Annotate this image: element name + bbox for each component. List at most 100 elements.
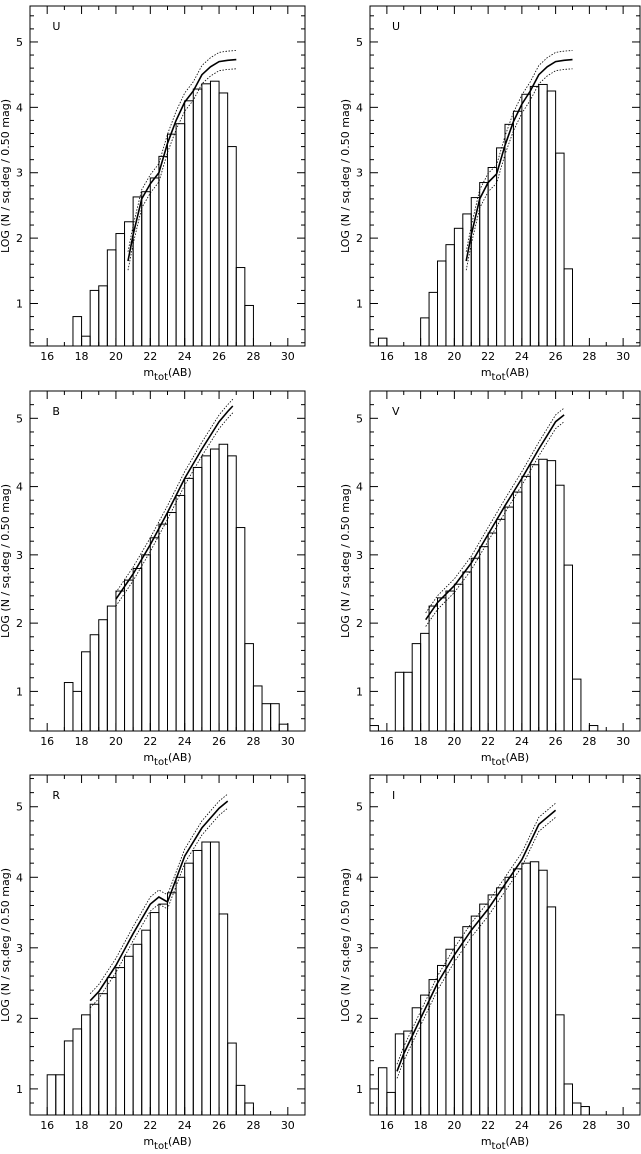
histogram-bar (479, 182, 489, 346)
y-tick-label: 2 (16, 617, 23, 630)
plot-area (370, 407, 599, 731)
x-tick-label: 26 (549, 735, 563, 748)
x-tick-label: 26 (549, 350, 563, 363)
histogram-bar (72, 690, 83, 731)
histogram-bar (141, 554, 151, 731)
histogram-bar (141, 191, 151, 346)
histogram-bar (63, 1040, 74, 1115)
x-tick-label: 24 (515, 350, 529, 363)
x-tick-label: 18 (414, 735, 428, 748)
histogram-bar (175, 494, 186, 731)
histogram-bar (149, 177, 160, 346)
x-tick-label: 20 (447, 1119, 461, 1132)
histogram-bar (218, 913, 229, 1115)
histogram-bar (470, 915, 481, 1115)
histogram-bar (158, 523, 168, 731)
histogram-bar (81, 1014, 91, 1115)
x-tick-label: 22 (481, 1119, 495, 1132)
histogram-bar (227, 1042, 237, 1115)
x-axis-label: mtot(AB) (481, 751, 529, 768)
x-tick-label: 26 (212, 350, 226, 363)
y-tick-label: 3 (16, 549, 23, 562)
histogram-bar (149, 537, 160, 731)
x-tick-label: 16 (40, 1119, 54, 1132)
x-tick-label: 26 (549, 1119, 563, 1132)
histogram-bar (546, 906, 557, 1115)
histogram-bar (496, 518, 506, 731)
y-tick-label: 4 (16, 481, 23, 494)
histogram-bar (487, 532, 498, 731)
histogram-bar (132, 943, 143, 1115)
band-label: U (392, 20, 400, 33)
histogram-bar (227, 455, 237, 731)
x-tick-label: 20 (109, 350, 123, 363)
histogram-bar (252, 685, 263, 731)
y-axis-label: LOG (N / sq.deg / 0.50 mag) (0, 484, 12, 638)
histogram-bar (115, 233, 126, 346)
histogram-bar (453, 583, 464, 731)
histogram-bar (563, 268, 573, 346)
y-axis-label: LOG (N / sq.deg / 0.50 mag) (0, 868, 12, 1022)
plot-area (72, 50, 254, 346)
histogram-bar (106, 249, 117, 346)
x-tick-label: 24 (178, 1119, 192, 1132)
x-tick-label: 26 (212, 735, 226, 748)
x-tick-label: 28 (246, 1119, 260, 1132)
histogram-bar (529, 464, 540, 731)
plot-area (377, 50, 573, 346)
histogram-bar (175, 123, 186, 346)
histogram-bar (555, 1014, 565, 1115)
histogram-bar (149, 912, 160, 1115)
x-axis-label: mtot(AB) (143, 1135, 191, 1152)
x-tick-label: 22 (143, 735, 157, 748)
histogram-bar (377, 337, 388, 346)
histogram-bar (538, 83, 548, 346)
histogram-bar (89, 1003, 100, 1115)
x-tick-label: 30 (616, 1119, 630, 1132)
histogram-bar (403, 671, 413, 731)
model-curve (127, 58, 237, 262)
model-upper-bound (127, 50, 237, 252)
model-curve (89, 800, 229, 1002)
x-tick-label: 24 (515, 1119, 529, 1132)
histogram-bar (386, 1091, 396, 1115)
histogram-bar (184, 862, 194, 1115)
x-tick-label: 20 (109, 1119, 123, 1132)
model-curve (425, 414, 565, 621)
x-tick-label: 24 (178, 350, 192, 363)
x-tick-label: 22 (143, 350, 157, 363)
histogram-bar (563, 1083, 573, 1115)
model-lower-bound (465, 68, 573, 271)
model-curve (396, 809, 557, 1072)
histogram-bar (244, 1102, 254, 1115)
histogram-bar (201, 841, 211, 1115)
x-tick-label: 26 (212, 1119, 226, 1132)
x-tick-label: 18 (75, 735, 89, 748)
panel-1: 16 18 20 22 24 26 28 30 1 2 3 4 5 mtot(AB) LOG (N / sq… (339, 5, 641, 383)
y-tick-label: 5 (16, 412, 23, 425)
y-tick-label: 3 (356, 549, 363, 562)
histogram-bar (158, 155, 168, 346)
x-tick-label: 18 (75, 1119, 89, 1132)
histogram-bar (555, 484, 565, 731)
histogram-bar (132, 568, 143, 731)
histogram-bar (106, 976, 117, 1115)
histogram-bar (235, 1084, 246, 1115)
histogram-bar (521, 862, 531, 1115)
histogram-bar (462, 926, 472, 1115)
x-tick-label: 16 (40, 350, 54, 363)
histogram-bar (437, 597, 447, 731)
histogram-bar (261, 703, 272, 731)
x-tick-label: 22 (143, 1119, 157, 1132)
histogram-bar (209, 841, 220, 1115)
panel-3: 16 18 20 22 24 26 28 30 1 2 3 4 5 mtot(AB) LOG (N / sq… (339, 390, 641, 768)
model-upper-bound (89, 793, 228, 994)
model-curve (465, 58, 573, 262)
histogram-bar (209, 80, 220, 346)
histogram-bar (462, 571, 472, 731)
histogram-bar (278, 723, 289, 731)
histogram-bar (184, 100, 194, 346)
band-label: U (52, 20, 60, 33)
histogram-bar (106, 605, 117, 731)
histogram-bar (479, 903, 489, 1115)
